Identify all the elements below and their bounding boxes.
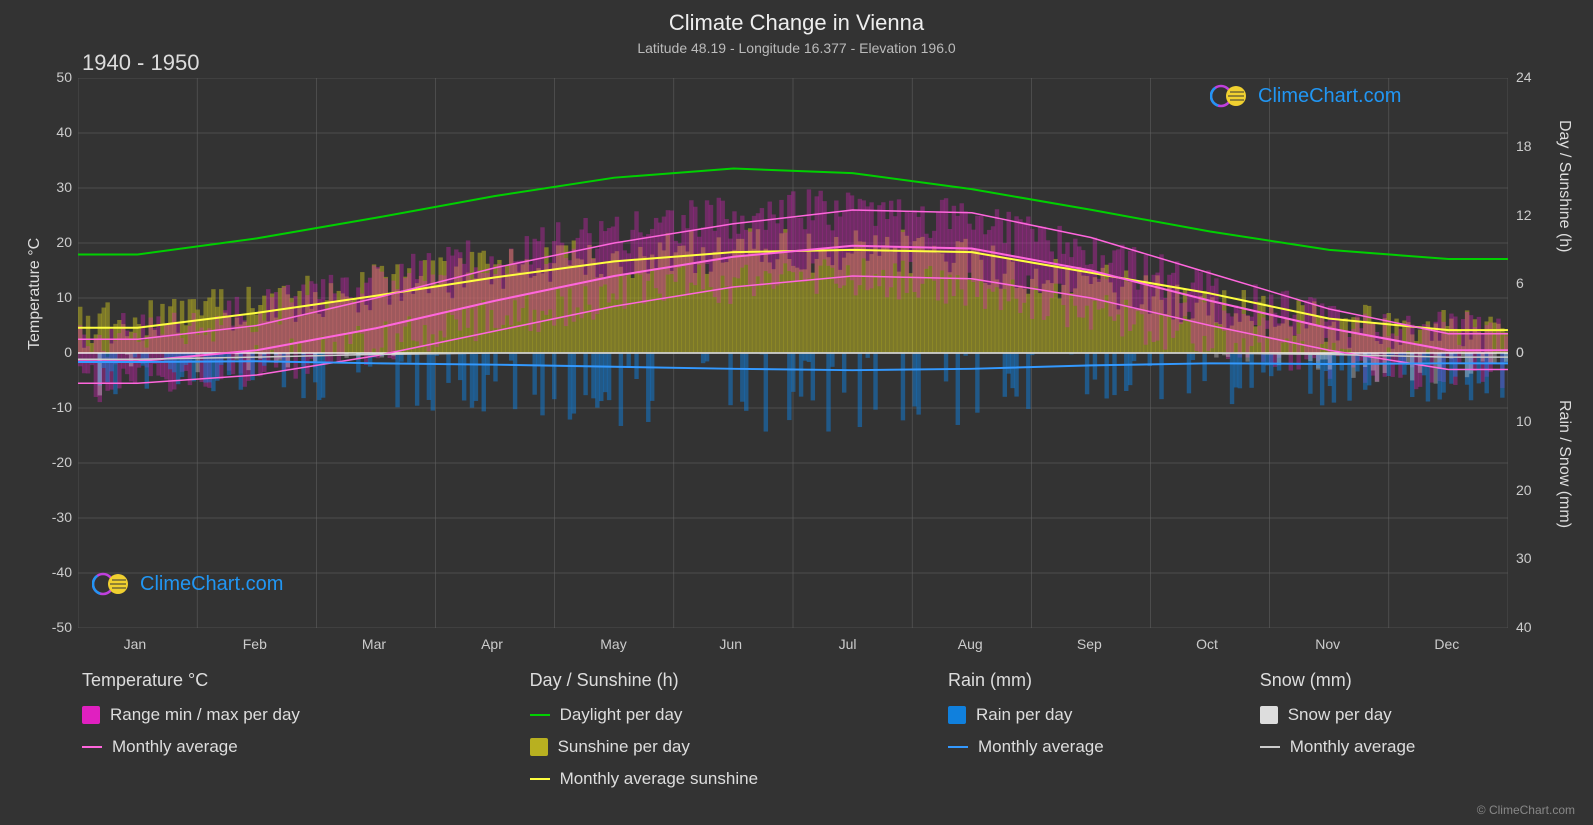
legend: Temperature °C Range min / max per day Mon… xyxy=(82,670,1512,789)
legend-item: Snow per day xyxy=(1260,705,1512,725)
legend-swatch xyxy=(1260,706,1278,724)
left-tick: 10 xyxy=(32,289,72,305)
legend-column: Day / Sunshine (h) Daylight per day Sunshi… xyxy=(530,670,908,789)
legend-swatch xyxy=(530,738,548,756)
left-tick: 30 xyxy=(32,179,72,195)
legend-label: Monthly average sunshine xyxy=(560,769,758,789)
month-label: Oct xyxy=(1196,636,1218,652)
legend-swatch xyxy=(82,706,100,724)
month-label: Dec xyxy=(1434,636,1459,652)
right-top-tick: 18 xyxy=(1516,138,1532,154)
month-label: May xyxy=(600,636,626,652)
legend-swatch xyxy=(530,778,550,780)
y-axis-right-top-label: Day / Sunshine (h) xyxy=(1555,120,1573,253)
legend-swatch xyxy=(82,746,102,748)
legend-item: Sunshine per day xyxy=(530,737,908,757)
month-label: Jan xyxy=(124,636,147,652)
left-tick: 50 xyxy=(32,69,72,85)
right-bottom-tick: 40 xyxy=(1516,619,1532,635)
legend-item: Monthly average xyxy=(948,737,1220,757)
left-tick: -40 xyxy=(32,564,72,580)
legend-swatch xyxy=(948,746,968,748)
logo-text: ClimeChart.com xyxy=(1258,85,1401,108)
legend-swatch xyxy=(1260,746,1280,748)
legend-label: Daylight per day xyxy=(560,705,683,725)
left-tick: -20 xyxy=(32,454,72,470)
logo-icon xyxy=(1210,82,1252,110)
y-axis-right-bottom-label: Rain / Snow (mm) xyxy=(1555,400,1573,528)
legend-item: Rain per day xyxy=(948,705,1220,725)
month-label: Aug xyxy=(958,636,983,652)
legend-item: Monthly average xyxy=(1260,737,1512,757)
legend-header: Rain (mm) xyxy=(948,670,1220,691)
plot-svg xyxy=(78,78,1508,628)
legend-item: Monthly average xyxy=(82,737,490,757)
left-tick: -10 xyxy=(32,399,72,415)
chart-subtitle: Latitude 48.19 - Longitude 16.377 - Elev… xyxy=(0,36,1593,56)
right-top-tick: 6 xyxy=(1516,275,1524,291)
month-label: Jun xyxy=(719,636,742,652)
left-tick: 40 xyxy=(32,124,72,140)
legend-swatch xyxy=(948,706,966,724)
climechart-logo: ClimeChart.com xyxy=(92,570,283,598)
climechart-logo: ClimeChart.com xyxy=(1210,82,1401,110)
legend-label: Monthly average xyxy=(112,737,238,757)
legend-column: Rain (mm) Rain per day Monthly average xyxy=(948,670,1220,789)
legend-header: Temperature °C xyxy=(82,670,490,691)
left-tick: 20 xyxy=(32,234,72,250)
legend-swatch xyxy=(530,714,550,716)
left-tick: 0 xyxy=(32,344,72,360)
legend-item: Monthly average sunshine xyxy=(530,769,908,789)
legend-label: Range min / max per day xyxy=(110,705,300,725)
right-bottom-tick: 10 xyxy=(1516,413,1532,429)
legend-label: Monthly average xyxy=(1290,737,1416,757)
logo-text: ClimeChart.com xyxy=(140,573,283,596)
chart-title: Climate Change in Vienna xyxy=(0,0,1593,36)
legend-column: Temperature °C Range min / max per day Mon… xyxy=(82,670,490,789)
month-label: Nov xyxy=(1315,636,1340,652)
logo-icon xyxy=(92,570,134,598)
legend-label: Rain per day xyxy=(976,705,1072,725)
legend-label: Snow per day xyxy=(1288,705,1392,725)
left-tick: -30 xyxy=(32,509,72,525)
plot-area xyxy=(78,78,1508,628)
right-bottom-tick: 20 xyxy=(1516,482,1532,498)
left-tick: -50 xyxy=(32,619,72,635)
watermark: © ClimeChart.com xyxy=(1477,803,1575,817)
month-label: Feb xyxy=(243,636,267,652)
legend-column: Snow (mm) Snow per day Monthly average xyxy=(1260,670,1512,789)
period-label: 1940 - 1950 xyxy=(82,50,199,76)
right-bottom-tick: 0 xyxy=(1516,344,1524,360)
legend-item: Daylight per day xyxy=(530,705,908,725)
legend-header: Day / Sunshine (h) xyxy=(530,670,908,691)
legend-label: Monthly average xyxy=(978,737,1104,757)
right-bottom-tick: 30 xyxy=(1516,550,1532,566)
month-label: Sep xyxy=(1077,636,1102,652)
right-top-tick: 24 xyxy=(1516,69,1532,85)
legend-label: Sunshine per day xyxy=(558,737,690,757)
legend-header: Snow (mm) xyxy=(1260,670,1512,691)
month-label: Jul xyxy=(839,636,857,652)
month-label: Mar xyxy=(362,636,386,652)
month-label: Apr xyxy=(481,636,503,652)
right-top-tick: 12 xyxy=(1516,207,1532,223)
legend-item: Range min / max per day xyxy=(82,705,490,725)
